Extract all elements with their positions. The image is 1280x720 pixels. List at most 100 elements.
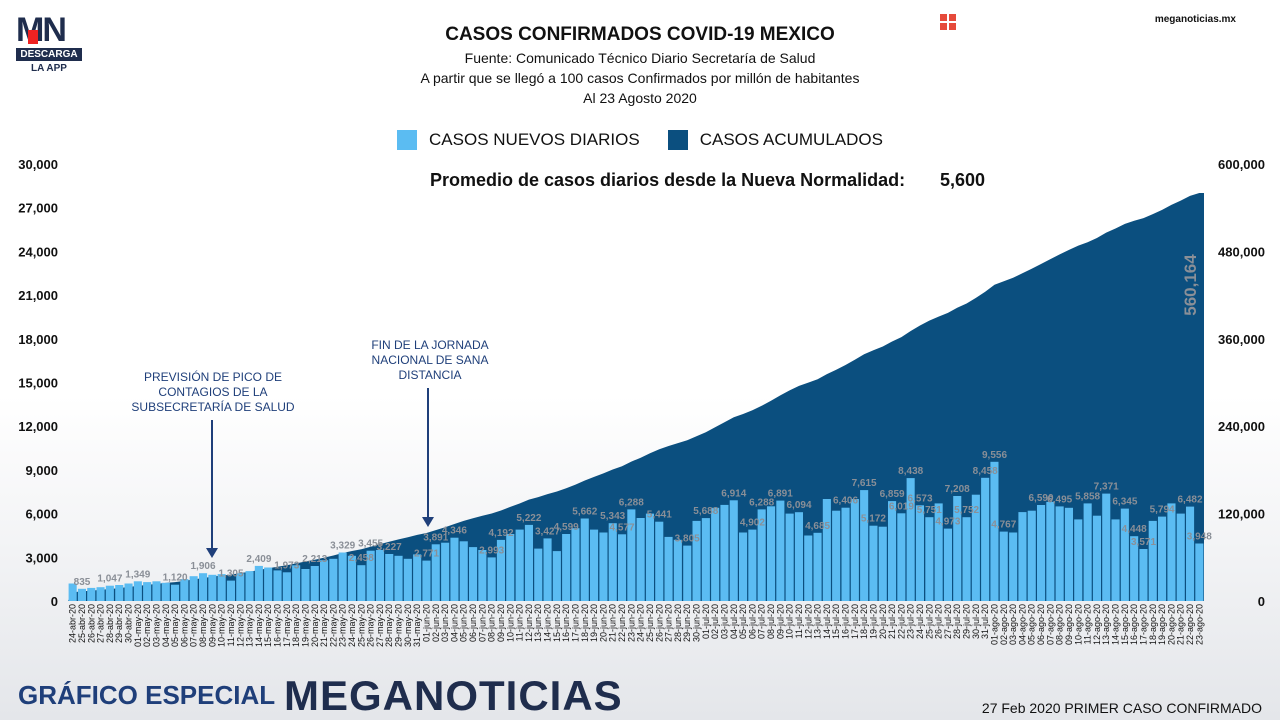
daily-bar (664, 536, 673, 601)
x-axis-tick: 09-jun-20 (496, 604, 506, 642)
daily-bar (77, 588, 86, 601)
daily-bar (506, 534, 515, 601)
daily-bar (832, 510, 841, 601)
daily-bar (534, 548, 543, 601)
data-label: 6,288 (619, 497, 644, 508)
daily-bar (431, 544, 440, 601)
data-label: 1,305 (218, 569, 243, 580)
right-axis-tick: 360,000 (1218, 332, 1265, 347)
data-label: 9,556 (982, 450, 1007, 461)
annotation-end: FIN DE LA JORNADA NACIONAL DE SANA DISTA… (371, 338, 489, 382)
daily-bar (767, 506, 776, 601)
daily-bar (990, 461, 999, 601)
footer-brand: MEGANOTICIAS (284, 672, 623, 719)
data-label: 7,371 (1094, 482, 1119, 493)
x-axis-tick: 18-may-20 (291, 604, 301, 647)
x-axis-tick: 01-ago-20 (990, 604, 1000, 645)
daily-bar (347, 555, 356, 601)
daily-bar (87, 587, 96, 601)
x-axis-tick: 20-jul-20 (878, 604, 888, 639)
data-label: 6,495 (1047, 494, 1072, 505)
left-axis-tick: 30,000 (18, 157, 58, 172)
x-axis-tick: 16-jun-20 (561, 604, 571, 642)
x-axis-tick: 11-ago-20 (1083, 604, 1093, 644)
daily-bar (329, 558, 338, 601)
daily-bar (794, 512, 803, 601)
x-axis-tick: 24-jun-20 (636, 604, 646, 642)
data-label: 5,222 (516, 513, 541, 524)
daily-bar (971, 494, 980, 601)
site-url[interactable]: meganoticias.mx (1154, 14, 1236, 25)
data-label: 3,329 (330, 541, 355, 552)
daily-bar (692, 520, 701, 601)
x-axis-tick: 01-jul-20 (701, 604, 711, 639)
daily-bar (1009, 532, 1018, 601)
daily-bar (1037, 505, 1046, 601)
meganoticias-logo[interactable]: MN DESCARGA LA APP (16, 13, 82, 74)
x-axis-tick: 22-jun-20 (617, 604, 627, 642)
x-axis-tick: 24-may-20 (347, 604, 357, 647)
daily-bar (683, 545, 692, 601)
data-label: 5,752 (954, 505, 979, 516)
x-axis-tick: 20-may-20 (310, 604, 320, 647)
cumulative-area (68, 193, 1204, 601)
data-label: 4,685 (805, 521, 830, 532)
x-axis-tick: 06-ago-20 (1036, 604, 1046, 645)
daily-bar (1102, 493, 1111, 601)
daily-bar (245, 571, 254, 601)
daily-bar (459, 541, 468, 601)
daily-bar (962, 517, 971, 601)
daily-bar (236, 573, 245, 601)
daily-bar (776, 500, 785, 601)
daily-bar (925, 517, 934, 601)
x-axis-tick: 30-abr-20 (124, 604, 134, 643)
data-label: 3,227 (377, 542, 402, 553)
x-axis-tick: 26-may-20 (366, 604, 376, 647)
x-axis-tick: 22-ago-20 (1185, 604, 1195, 645)
x-axis-tick: 13-may-20 (245, 604, 255, 647)
x-axis-tick: 24-jul-20 (915, 604, 925, 639)
x-axis-tick: 23-jun-20 (626, 604, 636, 642)
daily-bar (804, 535, 813, 601)
data-label: 1,047 (97, 574, 122, 585)
x-axis-tick: 30-jun-20 (692, 604, 702, 642)
x-axis-tick: 14-jun-20 (543, 604, 553, 642)
x-axis-tick: 02-jul-20 (710, 604, 720, 639)
daily-bar (869, 525, 878, 601)
daily-bar (906, 478, 915, 601)
x-axis-tick: 17-ago-20 (1139, 604, 1149, 645)
daily-bar (133, 581, 142, 601)
daily-bar (152, 581, 161, 601)
daily-bar (1074, 519, 1083, 601)
daily-bar (68, 583, 77, 601)
x-axis-tick: 27-may-20 (375, 604, 385, 647)
daily-bar (375, 550, 384, 601)
data-label: 6,345 (1112, 497, 1137, 508)
x-axis-tick: 15-ago-20 (1120, 604, 1130, 645)
x-axis-tick: 26-jun-20 (654, 604, 664, 642)
x-axis-tick: 05-may-20 (170, 604, 180, 647)
chart-title: CASOS CONFIRMADOS COVID-19 MEXICO (445, 24, 835, 45)
x-axis-tick: 23-ago-20 (1194, 604, 1204, 645)
data-label: 4,902 (740, 518, 765, 529)
x-axis-tick: 16-ago-20 (1129, 604, 1139, 645)
daily-bar (1195, 543, 1204, 601)
x-axis-tick: 23-jul-20 (906, 604, 916, 639)
daily-bar (1186, 506, 1195, 601)
x-axis-tick: 10-ago-20 (1073, 604, 1083, 645)
daily-bar (888, 501, 897, 601)
data-label: 8,438 (898, 466, 923, 477)
x-axis-tick: 14-jul-20 (822, 604, 832, 639)
daily-bar (171, 584, 180, 601)
x-axis-tick: 02-ago-20 (999, 604, 1009, 645)
x-axis-tick: 28-jul-20 (952, 604, 962, 639)
x-axis-tick: 19-may-20 (300, 604, 310, 647)
daily-bar (627, 509, 636, 601)
x-axis-tick: 18-ago-20 (1148, 604, 1158, 645)
data-label: 2,458 (349, 553, 374, 564)
x-axis-tick: 04-may-20 (161, 604, 171, 647)
daily-bar (729, 500, 738, 601)
daily-bar (254, 565, 263, 601)
daily-bar (897, 513, 906, 601)
daily-bar (264, 567, 273, 601)
